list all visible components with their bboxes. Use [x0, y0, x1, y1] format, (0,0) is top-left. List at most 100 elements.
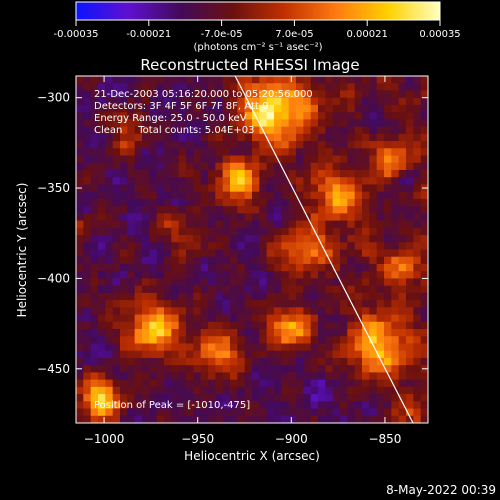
- heatmap-cell: [420, 155, 428, 164]
- heatmap-cell: [274, 271, 282, 279]
- heatmap-cell: [149, 408, 158, 417]
- heatmap-cell: [149, 126, 158, 135]
- heatmap-cell: [83, 141, 92, 149]
- heatmap-cell: [244, 112, 253, 120]
- heatmap-cell: [237, 372, 246, 381]
- heatmap-cell: [244, 133, 253, 142]
- heatmap-cell: [164, 357, 172, 366]
- heatmap-cell: [120, 329, 128, 337]
- x-tick-label: −850: [368, 432, 401, 446]
- heatmap-cell: [186, 177, 194, 185]
- heatmap-cell: [208, 191, 216, 200]
- heatmap-cell: [391, 177, 400, 185]
- heatmap-cell: [112, 372, 121, 381]
- heatmap-cell: [134, 394, 143, 402]
- heatmap-cell: [384, 104, 392, 113]
- heatmap-cell: [369, 206, 378, 214]
- heatmap-cell: [186, 155, 194, 164]
- heatmap-cell: [310, 155, 319, 164]
- heatmap-cell: [76, 198, 84, 207]
- plot-area: −1000 −950 −900 −850 −450−400−350−300: [37, 75, 429, 446]
- heatmap-cell: [156, 97, 165, 106]
- heatmap-cell: [244, 206, 253, 214]
- heatmap-cell: [83, 242, 92, 250]
- heatmap-cell: [208, 292, 216, 301]
- heatmap-cell: [215, 220, 224, 229]
- heatmap-cell: [296, 97, 304, 106]
- heatmap-cell: [347, 321, 356, 330]
- heatmap-cell: [252, 292, 260, 301]
- heatmap-cell: [310, 198, 319, 207]
- heatmap-cell: [98, 155, 106, 164]
- heatmap-cell: [193, 191, 202, 200]
- heatmap-cell: [398, 162, 407, 171]
- heatmap-cell: [325, 198, 334, 207]
- heatmap-cell: [420, 191, 428, 200]
- heatmap-cell: [318, 336, 326, 344]
- heatmap-cell: [193, 83, 202, 91]
- heatmap-cell: [420, 133, 428, 142]
- heatmap-cell: [362, 155, 370, 164]
- heatmap-cell: [369, 133, 378, 142]
- heatmap-cell: [149, 329, 158, 337]
- heatmap-cell: [76, 177, 84, 185]
- heatmap-cell: [310, 386, 319, 395]
- heatmap-cell: [222, 408, 231, 417]
- heatmap-cell: [230, 394, 238, 402]
- heatmap-cell: [296, 386, 304, 395]
- heatmap-cell: [171, 76, 180, 84]
- heatmap-cell: [362, 191, 370, 200]
- heatmap-cell: [142, 372, 150, 381]
- heatmap-cell: [281, 350, 290, 359]
- heatmap-cell: [127, 97, 136, 106]
- heatmap-cell: [244, 141, 253, 149]
- heatmap-cell: [178, 263, 187, 272]
- heatmap-cell: [420, 408, 428, 417]
- heatmap-cell: [186, 321, 194, 330]
- heatmap-cell: [362, 307, 370, 315]
- heatmap-cell: [406, 155, 414, 164]
- heatmap-cell: [171, 357, 180, 366]
- heatmap-cell: [237, 148, 246, 156]
- heatmap-cell: [76, 97, 84, 106]
- heatmap-cell: [398, 357, 407, 366]
- heatmap-cell: [398, 256, 407, 265]
- heatmap-cell: [281, 97, 290, 106]
- heatmap-cell: [120, 198, 128, 207]
- heatmap-cell: [332, 365, 341, 373]
- heatmap-cell: [105, 314, 114, 323]
- heatmap-cell: [310, 365, 319, 373]
- heatmap-cell: [296, 307, 304, 315]
- heatmap-cell: [413, 97, 422, 106]
- heatmap-cell: [310, 162, 319, 171]
- heatmap-cell: [420, 300, 428, 308]
- heatmap-cell: [127, 213, 136, 221]
- heatmap-cell: [266, 112, 275, 120]
- heatmap-cell: [413, 90, 422, 99]
- heatmap-cell: [303, 235, 312, 243]
- heatmap-cell: [369, 300, 378, 308]
- heatmap-cell: [362, 169, 370, 178]
- heatmap-cell: [142, 350, 150, 359]
- heatmap-cell: [332, 198, 341, 207]
- heatmap-cell: [134, 76, 143, 84]
- heatmap-cell: [76, 235, 84, 243]
- heatmap-cell: [281, 177, 290, 185]
- heatmap-cell: [406, 379, 414, 388]
- heatmap-cell: [318, 329, 326, 337]
- heatmap-cell: [354, 76, 363, 84]
- heatmap-cell: [215, 155, 224, 164]
- heatmap-cell: [303, 278, 312, 287]
- heatmap-cell: [244, 343, 253, 352]
- heatmap-cell: [98, 177, 106, 185]
- heatmap-cell: [406, 97, 414, 106]
- heatmap-cell: [274, 408, 282, 417]
- heatmap-cell: [90, 329, 99, 337]
- heatmap-cell: [186, 235, 194, 243]
- heatmap-cell: [369, 336, 378, 344]
- heatmap-cell: [420, 141, 428, 149]
- heatmap-cell: [318, 372, 326, 381]
- heatmap-cell: [332, 300, 341, 308]
- heatmap-cell: [244, 292, 253, 301]
- heatmap-cell: [274, 119, 282, 128]
